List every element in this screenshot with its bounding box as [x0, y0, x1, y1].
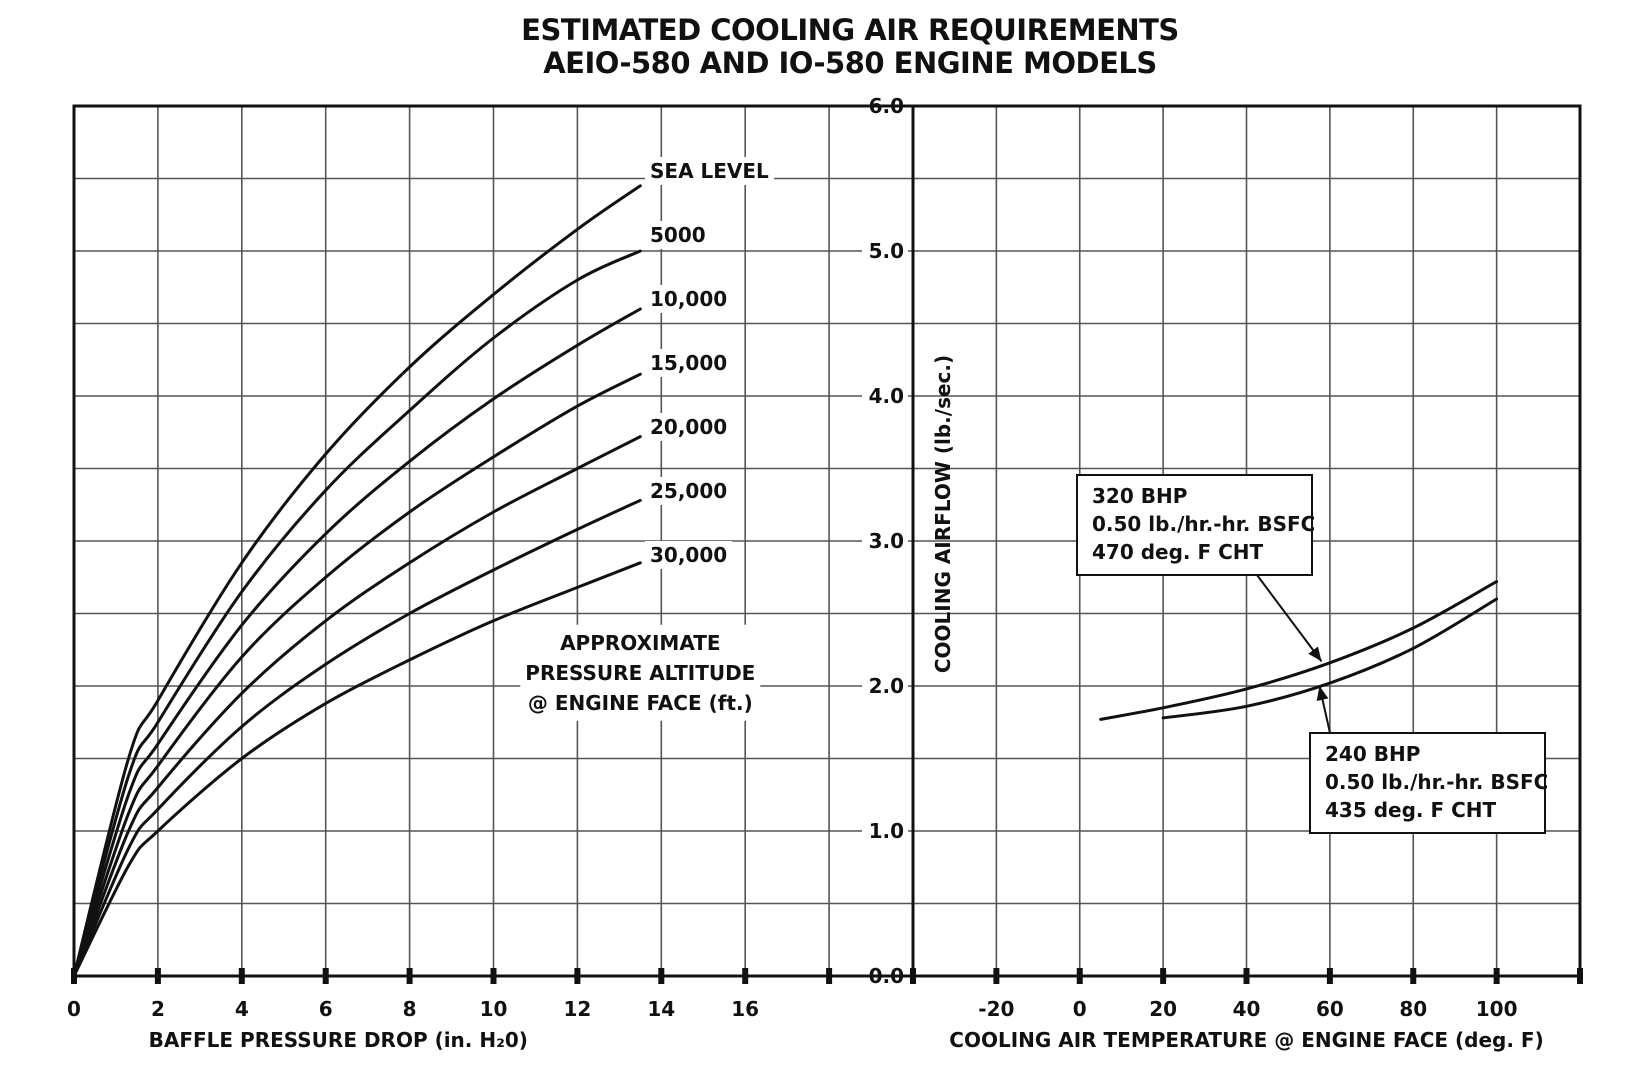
- axis-text: 0 2 4 6 8 10 12 14 16 -20 0 20 40 60 80 1000.01.02.03.0…: [67, 94, 1544, 1052]
- x-tick-mark: [826, 968, 833, 984]
- callout-arrowhead: [1308, 646, 1322, 662]
- series-label: 20,000: [650, 415, 727, 439]
- callout-arrow-line: [1256, 574, 1323, 662]
- y-tick-label: 4.0: [869, 384, 904, 408]
- plot-frames: [71, 104, 1583, 984]
- series-label: 15,000: [650, 351, 727, 375]
- x-tick-label: 16: [731, 997, 759, 1021]
- pressure-altitude-note-line: PRESSURE ALTITUDE: [525, 661, 755, 685]
- grid-lines: [74, 106, 1580, 976]
- bhp-curve-0: [1099, 580, 1499, 721]
- x-tick-mark: [1493, 968, 1500, 984]
- series-label: 25,000: [650, 479, 727, 503]
- bhp-curve-1: [1161, 597, 1499, 720]
- x-tick-label: 100: [1476, 997, 1518, 1021]
- series-line-3: [72, 372, 642, 978]
- pressure-altitude-note-line: APPROXIMATE: [560, 631, 720, 655]
- series-label-bg: [645, 285, 733, 313]
- chart-title-line1: ESTIMATED COOLING AIR REQUIREMENTS: [521, 13, 1179, 47]
- x-tick-label: 2: [151, 997, 165, 1021]
- x-tick-label: 0: [67, 997, 81, 1021]
- y-axis-title: COOLING AIRFLOW (lb./sec.): [931, 355, 955, 673]
- x-tick-mark: [993, 968, 1000, 984]
- callout-text-line: 0.50 lb./hr.-hr. BSFC: [1325, 770, 1548, 794]
- x-tick-label: 4: [235, 997, 249, 1021]
- x-tick-label: -20: [978, 997, 1014, 1021]
- y-tick-label-bg: [862, 820, 908, 842]
- series-label-bg: [645, 541, 733, 569]
- y-tick-label-bg: [862, 240, 908, 262]
- series-line-5: [72, 498, 642, 978]
- series-curves: [72, 184, 1499, 978]
- y-tick-label: 1.0: [869, 819, 904, 843]
- x-tick-label: 40: [1233, 997, 1261, 1021]
- x-tick-label: 14: [647, 997, 675, 1021]
- callout-text-line: 320 BHP: [1092, 484, 1187, 508]
- x-tick-label: 8: [403, 997, 417, 1021]
- series-label: 10,000: [650, 287, 727, 311]
- pressure-altitude-note-bg: [520, 624, 761, 721]
- series-label: 5000: [650, 223, 706, 247]
- series-label-bg: [645, 413, 733, 441]
- x-tick-label: 60: [1316, 997, 1344, 1021]
- x-tick-mark: [910, 968, 916, 984]
- callout-text-line: 470 deg. F CHT: [1092, 540, 1264, 564]
- x-tick-label: 20: [1149, 997, 1177, 1021]
- callout-text-line: 0.50 lb./hr.-hr. BSFC: [1092, 512, 1315, 536]
- x-tick-mark: [1410, 968, 1417, 984]
- x-tick-mark: [406, 968, 413, 984]
- x-tick-mark: [574, 968, 581, 984]
- x-tick-label: 10: [480, 997, 508, 1021]
- series-line-1: [72, 249, 642, 978]
- series-label-bg: [645, 157, 775, 185]
- callout-text-line: 240 BHP: [1325, 742, 1420, 766]
- x-tick-mark: [1326, 968, 1333, 984]
- x-tick-mark: [154, 968, 161, 984]
- series-label: SEA LEVEL: [650, 159, 769, 183]
- series-label: 30,000: [650, 543, 727, 567]
- series-line-0: [72, 184, 642, 978]
- x-tick-mark: [322, 968, 329, 984]
- y-tick-label-bg: [862, 675, 908, 697]
- callout-box: [1309, 732, 1546, 834]
- x-tick-mark: [1577, 968, 1583, 984]
- x-tick-label: 0: [1073, 997, 1087, 1021]
- x-axis-title-left: BAFFLE PRESSURE DROP (in. H₂0): [149, 1028, 528, 1052]
- chart-title-line2: AEIO-580 AND IO-580 ENGINE MODELS: [543, 46, 1157, 80]
- callout-arrowhead: [1316, 686, 1329, 701]
- series-label-bg: [645, 221, 711, 249]
- callout-text-line: 435 deg. F CHT: [1325, 798, 1497, 822]
- x-tick-label: 12: [563, 997, 591, 1021]
- x-tick-label: 80: [1399, 997, 1427, 1021]
- series-line-2: [72, 307, 642, 978]
- x-tick-label: 6: [319, 997, 333, 1021]
- y-tick-label-bg: [862, 385, 908, 407]
- x-tick-mark: [1076, 968, 1083, 984]
- callout-box: [1076, 474, 1313, 576]
- y-tick-label-bg: [862, 530, 908, 552]
- y-tick-label: 2.0: [869, 674, 904, 698]
- x-tick-mark: [71, 968, 77, 984]
- x-tick-mark: [490, 968, 497, 984]
- series-label-bg: [645, 349, 733, 377]
- pressure-altitude-note-line: @ ENGINE FACE (ft.): [528, 691, 753, 715]
- x-tick-mark: [1160, 968, 1167, 984]
- x-tick-mark: [1243, 968, 1250, 984]
- x-tick-mark: [658, 968, 665, 984]
- x-axis-title-right: COOLING AIR TEMPERATURE @ ENGINE FACE (d…: [949, 1028, 1543, 1052]
- series-line-6: [72, 561, 642, 978]
- annotations: SEA LEVEL 5000 10,000 15,000 20,000 25,000 30,…: [520, 157, 1548, 834]
- series-line-4: [72, 435, 642, 978]
- y-tick-label: 5.0: [869, 239, 904, 263]
- series-label-bg: [645, 477, 733, 505]
- y-tick-label: 3.0: [869, 529, 904, 553]
- x-tick-mark: [742, 968, 749, 984]
- x-tick-mark: [238, 968, 245, 984]
